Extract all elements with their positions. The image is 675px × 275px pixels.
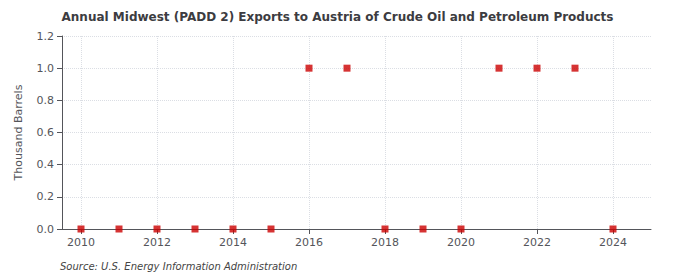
svg-text:2014: 2014 (219, 236, 247, 249)
svg-text:0.8: 0.8 (37, 94, 55, 107)
svg-text:1.2: 1.2 (37, 30, 55, 43)
svg-text:2018: 2018 (371, 236, 399, 249)
svg-text:Source: U.S. Energy Informatio: Source: U.S. Energy Information Administ… (60, 261, 297, 272)
svg-text:2020: 2020 (447, 236, 475, 249)
svg-text:1.0: 1.0 (37, 62, 55, 75)
svg-text:0.4: 0.4 (37, 158, 55, 171)
svg-text:Annual Midwest (PADD 2) Export: Annual Midwest (PADD 2) Exports to Austr… (62, 10, 614, 24)
svg-text:2022: 2022 (523, 236, 551, 249)
svg-text:2012: 2012 (143, 236, 171, 249)
svg-text:0.2: 0.2 (37, 190, 55, 203)
svg-text:2010: 2010 (67, 236, 95, 249)
svg-text:Thousand Barrels: Thousand Barrels (12, 84, 25, 181)
svg-text:0.6: 0.6 (37, 126, 55, 139)
svg-text:0.0: 0.0 (37, 223, 55, 236)
svg-text:2024: 2024 (599, 236, 627, 249)
svg-text:2016: 2016 (295, 236, 323, 249)
